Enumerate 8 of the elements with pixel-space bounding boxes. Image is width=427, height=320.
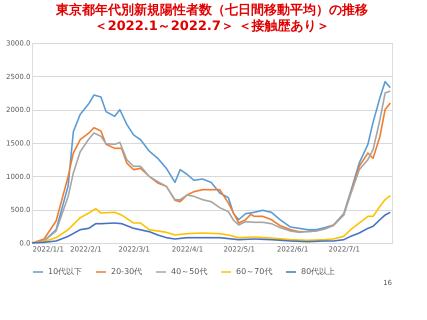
legend-label: 80代以上 bbox=[301, 267, 336, 276]
chart-title: 東京都年代別新規陽性者数（七日間移動平均）の推移 bbox=[55, 2, 368, 18]
line-series bbox=[31, 212, 392, 244]
legend-label: 40～50代 bbox=[171, 267, 208, 276]
legend-label: 10代以下 bbox=[48, 267, 82, 276]
legend-label: 60～70代 bbox=[236, 267, 272, 276]
legend-label: 20-30代 bbox=[111, 267, 142, 276]
chart-subtitle: ＜2022.1～2022.7＞ ＜接触歴あり＞ bbox=[94, 18, 330, 34]
